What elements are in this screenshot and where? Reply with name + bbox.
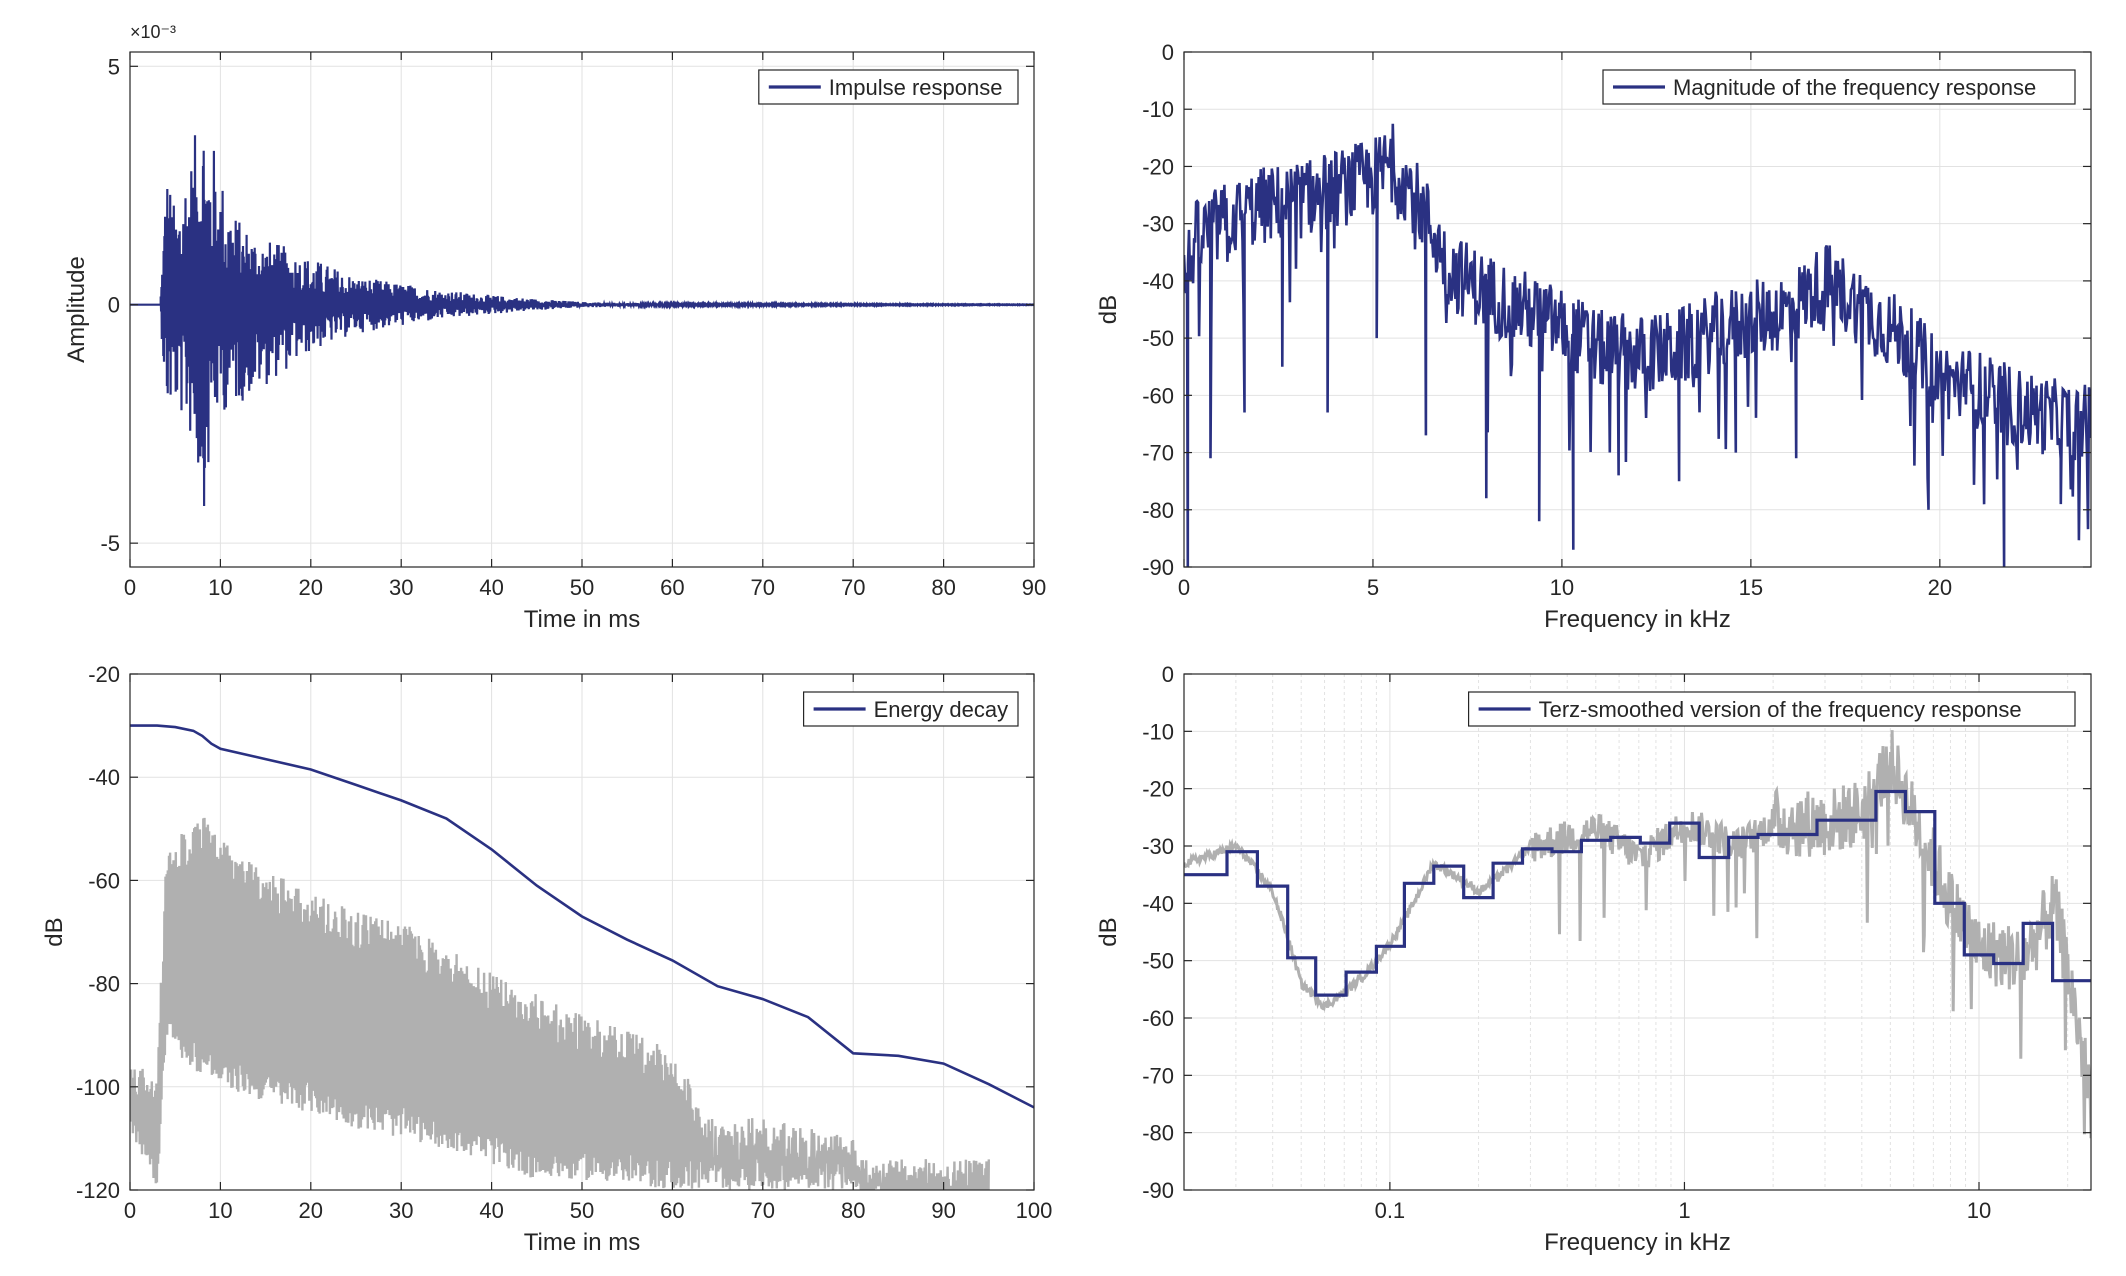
x-tick-label: 10 bbox=[208, 1198, 232, 1223]
impulse-x-axis-label: Time in ms bbox=[524, 606, 640, 633]
y-tick-label: -90 bbox=[1142, 555, 1174, 580]
y-tick-label: -30 bbox=[1142, 834, 1174, 859]
y-tick-label: -60 bbox=[1142, 1006, 1174, 1031]
legend-box bbox=[1602, 69, 2076, 105]
x-tick-label: 15 bbox=[1739, 575, 1763, 600]
x-tick-label: 0.1 bbox=[1375, 1198, 1406, 1223]
y-tick-label: -70 bbox=[1142, 1063, 1174, 1088]
x-tick-label: 30 bbox=[389, 1198, 413, 1223]
x-tick-label: 0 bbox=[124, 575, 136, 600]
x-tick-label: 40 bbox=[479, 1198, 503, 1223]
x-tick-label: 100 bbox=[1016, 1198, 1053, 1223]
energy-data bbox=[130, 724, 1034, 1190]
y-tick-label: -20 bbox=[1142, 154, 1174, 179]
x-tick-label: 0 bbox=[1178, 575, 1190, 600]
y-tick-label: -60 bbox=[88, 868, 120, 893]
y-tick-label: -120 bbox=[76, 1178, 120, 1203]
y-tick-label: -40 bbox=[1142, 891, 1174, 916]
terz-data bbox=[1184, 730, 2091, 1139]
impulse-data bbox=[130, 135, 1034, 507]
legend-entry: Terz-smoothed version of the frequency r… bbox=[1539, 697, 2022, 722]
x-tick-label: 20 bbox=[299, 1198, 323, 1223]
terz-y-axis-label: dB bbox=[1095, 917, 1122, 946]
y-tick-label: -40 bbox=[88, 765, 120, 790]
terz-smoothed-line bbox=[1184, 789, 2091, 997]
terz-reference-line bbox=[1184, 730, 2091, 1139]
x-tick-label: 60 bbox=[660, 1198, 684, 1223]
energy-reference-line bbox=[130, 817, 990, 1190]
y-tick-label: -40 bbox=[1142, 269, 1174, 294]
y-tick-label: -50 bbox=[1142, 949, 1174, 974]
terz-chart: 0.1 1 10 0 -10 -20 -30 -40 -50 -60 -70 -80 -90 Freque… bbox=[1095, 662, 2092, 1256]
magnitude-grid bbox=[1183, 51, 2091, 568]
y-exponent-label: ×10⁻³ bbox=[130, 22, 176, 42]
y-tick-label: 0 bbox=[1162, 662, 1174, 687]
y-tick-label: -20 bbox=[88, 662, 120, 687]
terz-x-axis-label: Frequency in kHz bbox=[1544, 1229, 1731, 1256]
legend-entry: Impulse response bbox=[829, 75, 1003, 100]
magnitude-data bbox=[1184, 123, 2091, 567]
magnitude-y-axis-label: dB bbox=[1095, 295, 1122, 324]
y-tick-label: -60 bbox=[1142, 383, 1174, 408]
y-tick-label: -10 bbox=[1142, 97, 1174, 122]
y-tick-label: -90 bbox=[1142, 1178, 1174, 1203]
y-tick-label: -80 bbox=[1142, 498, 1174, 523]
impulse-legend: Impulse response bbox=[758, 69, 1019, 105]
x-tick-label: 90 bbox=[1022, 575, 1046, 600]
y-tick-label: -10 bbox=[1142, 719, 1174, 744]
magnitude-axes-box bbox=[1183, 51, 2092, 568]
x-tick-label: 90 bbox=[931, 1198, 955, 1223]
energy-y-axis-label: dB bbox=[41, 917, 68, 946]
x-tick-label: 50 bbox=[570, 1198, 594, 1223]
energy-chart: 0 10 20 30 40 50 60 70 80 90 100 -20 -40 -60 -80 -100 -1… bbox=[41, 662, 1052, 1256]
x-tick-label: 10 bbox=[1550, 575, 1574, 600]
x-tick-label: 0 bbox=[124, 1198, 136, 1223]
y-tick-label: 5 bbox=[108, 54, 120, 79]
x-tick-label: 10 bbox=[1967, 1198, 1991, 1223]
x-tick-label: 20 bbox=[299, 575, 323, 600]
y-tick-label: -5 bbox=[100, 531, 120, 556]
y-tick-label: 0 bbox=[1162, 40, 1174, 65]
x-tick-label: 70 bbox=[751, 1198, 775, 1223]
x-tick-label: 5 bbox=[1367, 575, 1379, 600]
y-tick-label: -50 bbox=[1142, 326, 1174, 351]
x-tick-label: 1 bbox=[1678, 1198, 1690, 1223]
y-tick-label: 0 bbox=[108, 293, 120, 318]
magnitude-chart: 0 5 10 15 20 0 -10 -20 -30 -40 -50 -60 -70 -80 -90 Freq… bbox=[1095, 40, 2092, 633]
y-tick-label: -70 bbox=[1142, 441, 1174, 466]
x-tick-label: 30 bbox=[389, 575, 413, 600]
y-tick-label: -80 bbox=[1142, 1121, 1174, 1146]
legend-entry: Energy decay bbox=[874, 697, 1009, 722]
impulse-response-line bbox=[130, 135, 1034, 507]
x-tick-label: 60 bbox=[660, 575, 684, 600]
energy-decay-line bbox=[130, 724, 1034, 1109]
x-tick-label: 80 bbox=[931, 575, 955, 600]
x-tick-label: 20 bbox=[1928, 575, 1952, 600]
x-tick-label: 50 bbox=[570, 575, 594, 600]
energy-x-axis-label: Time in ms bbox=[524, 1229, 640, 1256]
x-tick-label: 80 bbox=[841, 1198, 865, 1223]
x-tick-label: 40 bbox=[479, 575, 503, 600]
legend-box bbox=[1467, 691, 2076, 727]
terz-axes-box bbox=[1183, 673, 2092, 1191]
y-tick-label: -100 bbox=[76, 1075, 120, 1100]
x-tick-label: 70 bbox=[841, 575, 865, 600]
x-tick-label: 10 bbox=[208, 575, 232, 600]
terz-legend: Terz-smoothed version of the frequency r… bbox=[1467, 691, 2076, 727]
y-tick-label: -80 bbox=[88, 972, 120, 997]
y-tick-label: -30 bbox=[1142, 212, 1174, 237]
magnitude-x-axis-label: Frequency in kHz bbox=[1544, 606, 1731, 633]
x-tick-label: 70 bbox=[751, 575, 775, 600]
y-tick-label: -20 bbox=[1142, 777, 1174, 802]
magnitude-legend: Magnitude of the frequency response bbox=[1602, 69, 2076, 105]
legend-entry: Magnitude of the frequency response bbox=[1673, 75, 2036, 100]
energy-legend: Energy decay bbox=[802, 691, 1019, 727]
magnitude-line bbox=[1184, 123, 2091, 567]
impulse-y-axis-label: Amplitude bbox=[63, 256, 90, 363]
